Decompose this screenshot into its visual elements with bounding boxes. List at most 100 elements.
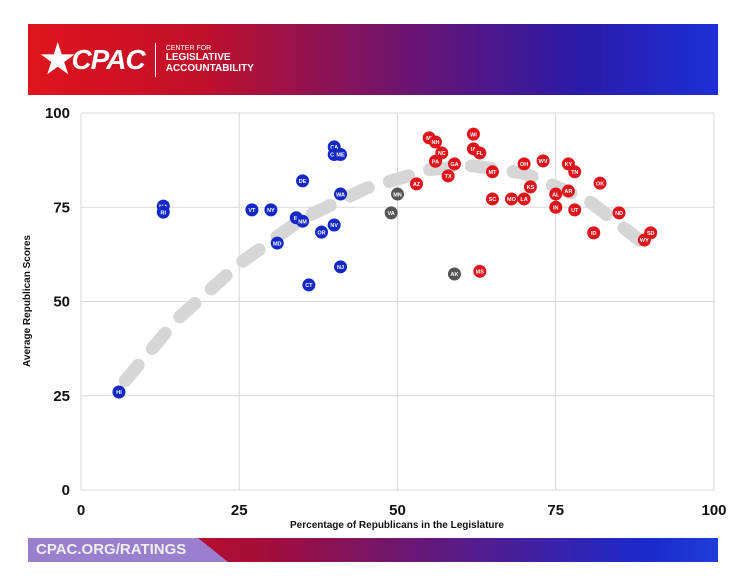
data-point-oh: OH	[517, 157, 531, 171]
data-point-nm: NM	[296, 214, 310, 228]
point-marker	[473, 146, 487, 160]
point-marker	[391, 187, 404, 201]
point-label: LA	[520, 197, 527, 203]
point-label: ND	[615, 211, 623, 217]
point-label: ME	[336, 153, 345, 159]
point-label: UT	[571, 208, 579, 214]
data-point-vt: VT	[245, 203, 259, 217]
point-label: WA	[336, 192, 345, 198]
point-marker	[441, 169, 455, 183]
data-point-mo: MO	[504, 192, 518, 206]
point-label: KY	[565, 162, 573, 168]
data-point-nj: NJ	[334, 260, 348, 274]
point-marker	[315, 225, 329, 239]
data-point-tx: TX	[441, 169, 455, 183]
cpac-logo: ★ CPAC CENTER FOR LEGISLATIVE ACCOUNTABI…	[38, 32, 254, 87]
data-point-in: IN	[549, 200, 563, 214]
point-marker	[447, 157, 461, 171]
point-label: OK	[596, 181, 604, 187]
point-label: WY	[640, 238, 649, 244]
point-label: FL	[476, 151, 483, 157]
point-label: ID	[591, 231, 597, 237]
point-label: MN	[393, 192, 402, 198]
point-marker	[270, 236, 284, 250]
data-point-ny: NY	[264, 203, 278, 217]
data-point-al: AL	[549, 187, 563, 201]
point-label: KS	[527, 185, 535, 191]
data-point-la: LA	[517, 192, 531, 206]
point-label: NC	[438, 151, 446, 157]
x-axis-label: Percentage of Republicans in the Legisla…	[290, 520, 504, 531]
point-marker	[485, 192, 499, 206]
data-point-sc: SC	[485, 192, 499, 206]
data-point-md: MD	[270, 236, 284, 250]
logo-divider	[154, 42, 156, 77]
data-point-nd: ND	[612, 206, 626, 220]
data-point-wv: WV	[536, 154, 550, 168]
point-marker	[568, 165, 582, 179]
point-label: IN	[553, 205, 559, 211]
point-marker	[245, 203, 259, 217]
data-point-id: ID	[587, 226, 601, 240]
org-line1: CENTER FOR	[165, 45, 212, 52]
point-label: VT	[248, 208, 256, 214]
data-point-az: AZ	[409, 177, 423, 191]
footer-bar: CPAC.ORG/RATINGS	[28, 538, 718, 562]
point-label: HI	[116, 390, 122, 396]
point-label: CT	[305, 283, 313, 289]
data-point-or: OR	[315, 225, 329, 239]
data-point-fl: FL	[473, 146, 487, 160]
data-point-wa: WA	[334, 187, 348, 201]
point-label: AR	[564, 189, 572, 195]
point-marker	[156, 205, 170, 219]
point-label: TX	[445, 174, 452, 180]
point-marker	[612, 206, 626, 220]
point-label: OH	[520, 162, 528, 168]
ratings-url[interactable]: CPAC.ORG/RATINGS	[28, 538, 228, 562]
data-point-me: ME	[334, 147, 348, 161]
trend-line	[118, 159, 658, 388]
header-banner: ★ CPAC CENTER FOR LEGISLATIVE ACCOUNTABI…	[28, 24, 718, 95]
point-marker	[549, 187, 563, 201]
data-point-tn: TN	[568, 165, 582, 179]
point-label: NY	[267, 208, 275, 214]
point-marker	[296, 214, 310, 228]
point-label: NV	[330, 223, 338, 229]
point-marker	[549, 200, 563, 214]
point-label: NJ	[337, 265, 344, 271]
point-label: MS	[476, 270, 485, 276]
point-marker	[637, 233, 651, 247]
point-marker	[485, 165, 499, 179]
point-marker	[334, 260, 348, 274]
data-point-pa: PA	[428, 154, 442, 168]
data-point-ar: AR	[561, 184, 575, 198]
org-name: CENTER FOR LEGISLATIVE ACCOUNTABILITY	[166, 45, 254, 74]
point-marker	[473, 264, 487, 278]
x-tick-label: 50	[389, 502, 406, 519]
point-label: NM	[298, 219, 307, 225]
x-tick-label: 75	[547, 502, 564, 519]
point-label: WV	[539, 159, 548, 165]
org-line3: ACCOUNTABILITY	[165, 63, 254, 74]
data-point-mn: MN	[391, 187, 404, 201]
point-label: SC	[489, 197, 497, 203]
y-tick-label: 100	[45, 105, 70, 122]
y-tick-label: 50	[53, 294, 70, 311]
data-point-va: VA	[384, 206, 398, 220]
data-point-de: DE	[296, 174, 310, 188]
point-marker	[568, 203, 582, 217]
point-label: MD	[273, 241, 282, 247]
star-icon: ★	[38, 34, 78, 84]
y-tick-label: 25	[53, 388, 70, 405]
point-marker	[504, 192, 518, 206]
logo-text: CPAC	[71, 43, 145, 75]
data-point-ct: CT	[302, 278, 316, 292]
x-tick-label: 100	[701, 502, 726, 519]
y-tick-label: 0	[62, 482, 70, 499]
point-marker	[302, 278, 316, 292]
data-point-ga: GA	[447, 157, 461, 171]
point-label: PA	[432, 159, 439, 165]
data-point-mt: MT	[485, 165, 499, 179]
